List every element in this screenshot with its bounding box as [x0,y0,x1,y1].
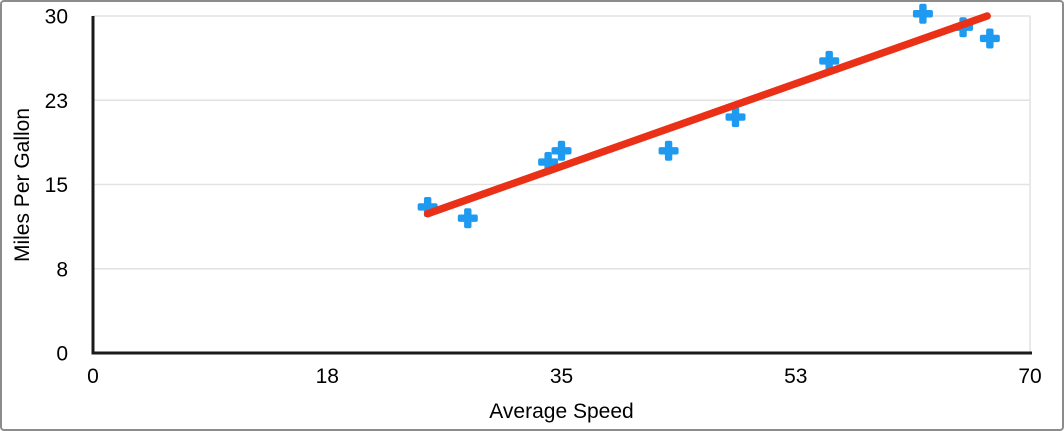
x-tick-label: 18 [316,365,339,388]
y-tick-label: 0 [56,343,68,366]
marker-horizontal-arm [819,57,840,65]
y-axis-title: Miles Per Gallon [11,107,34,263]
marker-horizontal-arm [658,147,679,155]
data-point-marker [658,140,679,161]
x-axis-title: Average Speed [489,400,634,423]
x-tick-label: 53 [784,365,807,388]
x-tick-label: 70 [1018,365,1041,388]
marker-horizontal-arm [979,34,1000,43]
y-tick-label: 30 [45,6,68,29]
marker-horizontal-arm [551,147,572,155]
x-tick-label: 0 [87,365,99,388]
x-tick-label: 35 [550,365,573,388]
marker-horizontal-arm [538,158,559,166]
data-point-marker [725,107,746,128]
y-tick-label: 15 [45,174,68,197]
marker-horizontal-arm [912,10,933,18]
data-point-marker [979,28,1000,49]
data-point-marker [912,3,933,24]
marker-horizontal-arm [725,113,746,121]
data-point-marker [551,140,572,161]
y-tick-label: 23 [45,90,68,113]
trendline [423,12,991,218]
data-point-marker [819,50,840,71]
data-point-marker [457,208,478,229]
y-tick-label: 8 [56,258,68,281]
marker-horizontal-arm [457,214,478,222]
